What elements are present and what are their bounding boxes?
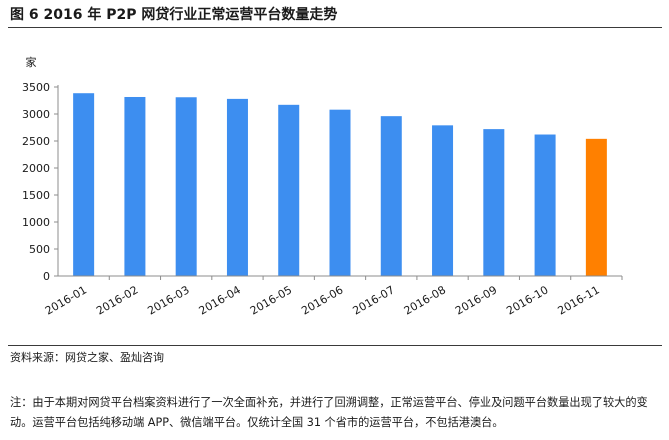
x-tick-label: 2016-04 [197, 283, 243, 317]
x-tick-label: 2016-01 [43, 283, 89, 317]
x-tick-label: 2016-09 [453, 283, 499, 317]
x-tick-label: 2016-06 [299, 283, 345, 317]
y-tick-label: 3000 [22, 108, 50, 121]
y-axis-label: 家 [26, 55, 37, 69]
y-tick-label: 1500 [22, 189, 50, 202]
bar-2016-08 [432, 125, 454, 276]
x-tick-label: 2016-10 [504, 283, 550, 317]
bar-2016-03 [175, 97, 197, 276]
top-rule [8, 27, 662, 28]
bar-2016-02 [124, 96, 146, 277]
note-text: 注：由于本期对网贷平台档案资料进行了一次全面补充，并进行了回溯调整，正常运营平台… [10, 396, 648, 429]
source-text: 资料来源：网贷之家、盈灿咨询 [10, 351, 164, 364]
y-tick-label: 1000 [22, 216, 50, 229]
bar-2016-06 [329, 109, 351, 277]
y-tick-label: 0 [43, 270, 50, 283]
x-tick-label: 2016-05 [248, 283, 294, 317]
bar-2016-07 [380, 116, 402, 276]
x-tick-label: 2016-11 [556, 283, 602, 317]
x-tick-label: 2016-08 [402, 283, 448, 317]
source-rule [8, 345, 662, 346]
x-tick-label: 2016-07 [350, 283, 396, 317]
y-tick-label: 3500 [22, 81, 50, 94]
bar-2016-09 [483, 129, 505, 276]
bar-2016-05 [278, 104, 300, 276]
x-tick-label: 2016-02 [94, 283, 140, 317]
figure-title: 图 6 2016 年 P2P 网贷行业正常运营平台数量走势 [10, 7, 338, 23]
bar-2016-01 [73, 93, 95, 277]
bar-2016-04 [226, 98, 248, 276]
y-tick-label: 2500 [22, 135, 50, 148]
bar-2016-10 [534, 134, 556, 276]
y-axis-ticks: 0 500 1000 1500 2000 2500 3000 3500 [22, 81, 58, 283]
x-axis-ticks: 2016-01 2016-02 2016-03 2016-04 2016-05 2016-… [43, 276, 623, 318]
x-tick-label: 2016-03 [145, 283, 191, 317]
bar-2016-11 [585, 138, 607, 276]
bars [73, 93, 607, 277]
y-tick-label: 2000 [22, 162, 50, 175]
y-tick-label: 500 [29, 243, 50, 256]
